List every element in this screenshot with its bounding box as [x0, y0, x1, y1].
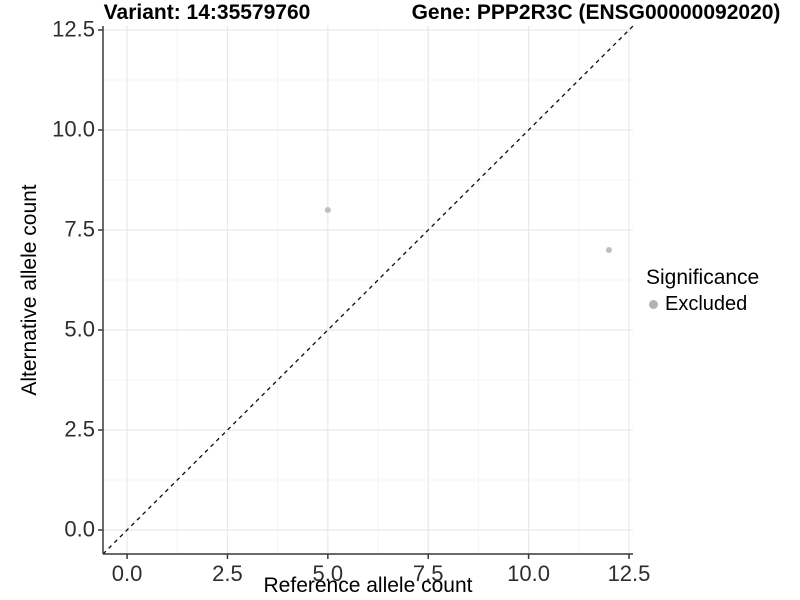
data-point: [324, 207, 331, 213]
legend: Significance Excluded: [646, 266, 759, 316]
data-point: [605, 247, 612, 253]
legend-item-label: Excluded: [665, 293, 748, 315]
x-tick-label: 7.5: [412, 561, 444, 586]
y-tick-label: 12.5: [52, 16, 95, 42]
x-axis-title: Reference allele count: [263, 574, 473, 597]
legend-title: Significance: [646, 266, 760, 289]
plot-title-gene: Gene: PPP2R3C (ENSG00000092020): [411, 1, 781, 24]
plot-title-variant: Variant: 14:35579760: [103, 1, 311, 24]
y-tick-label: 7.5: [64, 216, 95, 242]
x-tick-label: 10.0: [507, 561, 551, 586]
y-tick-label: 2.5: [64, 416, 95, 442]
x-tick-label: 5.0: [312, 561, 344, 586]
panel-background: [103, 26, 633, 554]
y-axis-title: Alternative allele count: [18, 184, 41, 396]
x-tick-label: 2.5: [212, 561, 243, 586]
y-tick-label: 5.0: [64, 316, 95, 342]
legend-item-excluded: Excluded: [646, 292, 759, 316]
legend-point-icon: [649, 299, 658, 309]
y-tick-label: 10.0: [52, 116, 95, 142]
y-tick-label: 0.0: [64, 516, 95, 542]
x-tick-label: 12.5: [607, 561, 651, 586]
x-tick-label: 0.0: [111, 561, 143, 586]
